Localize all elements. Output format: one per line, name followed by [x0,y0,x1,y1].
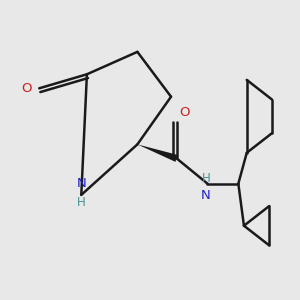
Polygon shape [137,144,178,162]
Text: H: H [77,196,86,209]
Text: N: N [76,177,86,190]
Text: O: O [179,106,190,119]
Text: H: H [202,172,211,185]
Text: O: O [22,82,32,95]
Text: N: N [201,189,211,202]
